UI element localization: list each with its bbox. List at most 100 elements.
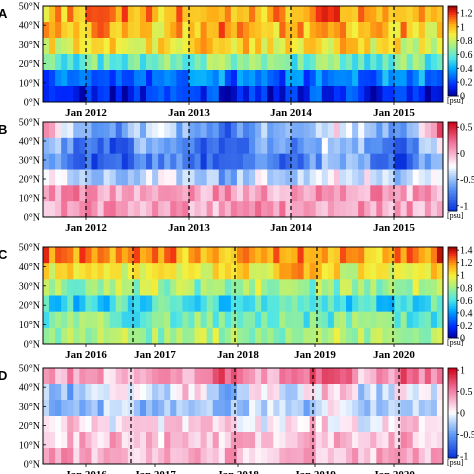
- heatmap-cell: [73, 368, 80, 385]
- heatmap-cell: [91, 448, 98, 465]
- heatmap-cell: [182, 86, 189, 103]
- heatmap-cell: [224, 70, 232, 87]
- heatmap-cell: [346, 327, 353, 345]
- heatmap-cell: [315, 263, 323, 280]
- heatmap-cell: [152, 22, 159, 39]
- heatmap-cell: [333, 54, 341, 71]
- heatmap-cell: [61, 384, 68, 401]
- heatmap-cell: [394, 6, 401, 23]
- heatmap-cell: [327, 368, 335, 385]
- heatmap-cell: [243, 185, 250, 202]
- heatmap-cell: [279, 311, 286, 329]
- heatmap-cell: [158, 384, 165, 401]
- heatmap-cell: [139, 54, 147, 71]
- heatmap-cell: [43, 400, 50, 417]
- colorbar-segment: [448, 173, 457, 176]
- heatmap-cell: [436, 448, 444, 465]
- heatmap-cell: [49, 122, 56, 139]
- heatmap-cell: [327, 432, 335, 449]
- x-tick-label: Jan 2016: [65, 469, 107, 474]
- heatmap-cell: [261, 86, 268, 103]
- heatmap-cell: [85, 70, 92, 87]
- heatmap-cell: [291, 279, 298, 296]
- heatmap-cell: [412, 86, 420, 103]
- heatmap-cell: [43, 263, 50, 280]
- heatmap-cell: [279, 153, 286, 170]
- heatmap-cell: [291, 70, 298, 87]
- heatmap-cell: [152, 416, 159, 433]
- heatmap-cell: [255, 70, 262, 87]
- heatmap-cell: [370, 263, 377, 280]
- heatmap-cell: [358, 247, 365, 264]
- heatmap-cell: [327, 400, 335, 417]
- heatmap-cell: [382, 185, 389, 202]
- heatmap-cell: [73, 263, 80, 280]
- heatmap-cell: [436, 400, 444, 417]
- heatmap-cell: [230, 416, 238, 433]
- heatmap-cell: [285, 247, 292, 264]
- heatmap-cell: [291, 22, 298, 39]
- colorbar-segment: [448, 392, 457, 396]
- heatmap-cell: [224, 38, 232, 55]
- heatmap-cell: [212, 384, 220, 401]
- heatmap-cell: [370, 448, 377, 465]
- colorbar-segment: [448, 35, 457, 38]
- heatmap-cell: [243, 368, 250, 385]
- heatmap-cell: [346, 54, 353, 71]
- heatmap-cell: [424, 247, 432, 264]
- heatmap-cell: [55, 153, 62, 170]
- heatmap-cell: [376, 22, 383, 39]
- heatmap-cell: [103, 185, 111, 202]
- heatmap-cell: [315, 185, 323, 202]
- heatmap-cell: [255, 86, 262, 103]
- heatmap-cell: [121, 400, 129, 417]
- heatmap-cell: [218, 400, 226, 417]
- colorbar-segment: [448, 449, 457, 452]
- heatmap-cell: [370, 122, 377, 139]
- heatmap-cell: [243, 400, 250, 417]
- heatmap-cell: [315, 201, 323, 218]
- heatmap-cell: [388, 400, 395, 417]
- heatmap-cell: [236, 416, 244, 433]
- heatmap-cell: [103, 400, 111, 417]
- heatmap-cell: [297, 295, 305, 313]
- heatmap-cell: [267, 169, 274, 186]
- x-tick-label: Jan 2016: [65, 349, 107, 361]
- heatmap-cell: [346, 384, 353, 401]
- heatmap-cell: [321, 54, 329, 71]
- heatmap-cell: [121, 70, 129, 87]
- heatmap-cell: [358, 448, 365, 465]
- colorbar-segment: [448, 455, 457, 459]
- heatmap-cell: [436, 137, 444, 155]
- heatmap-cell: [243, 169, 250, 186]
- heatmap-cell: [297, 279, 305, 296]
- heatmap-cell: [115, 327, 123, 345]
- heatmap-cell: [321, 38, 329, 55]
- heatmap-cell: [43, 201, 50, 218]
- heatmap-cell: [406, 86, 414, 103]
- heatmap-cell: [188, 38, 195, 55]
- heatmap-cell: [352, 368, 359, 385]
- colorbar-segment: [448, 428, 457, 432]
- heatmap-cell: [249, 201, 256, 218]
- heatmap-cell: [73, 22, 80, 39]
- heatmap-cell: [370, 137, 377, 155]
- y-tick-label: 50°N: [19, 364, 40, 375]
- heatmap-cell: [146, 416, 153, 433]
- heatmap-cell: [321, 169, 329, 186]
- heatmap-cell: [91, 38, 98, 55]
- heatmap-cell: [224, 122, 232, 139]
- heatmap-cell: [370, 185, 377, 202]
- colorbar-segment: [448, 292, 457, 296]
- heatmap-cell: [376, 86, 383, 103]
- colorbar-segment: [448, 130, 457, 134]
- heatmap-cell: [139, 432, 147, 449]
- heatmap-cell: [97, 368, 105, 385]
- heatmap-cell: [97, 416, 105, 433]
- heatmap-cell: [267, 122, 274, 139]
- heatmap-cell: [267, 448, 274, 465]
- heatmap-cell: [164, 247, 171, 264]
- heatmap-cell: [273, 122, 280, 139]
- heatmap-cell: [370, 400, 377, 417]
- heatmap-cell: [218, 22, 226, 39]
